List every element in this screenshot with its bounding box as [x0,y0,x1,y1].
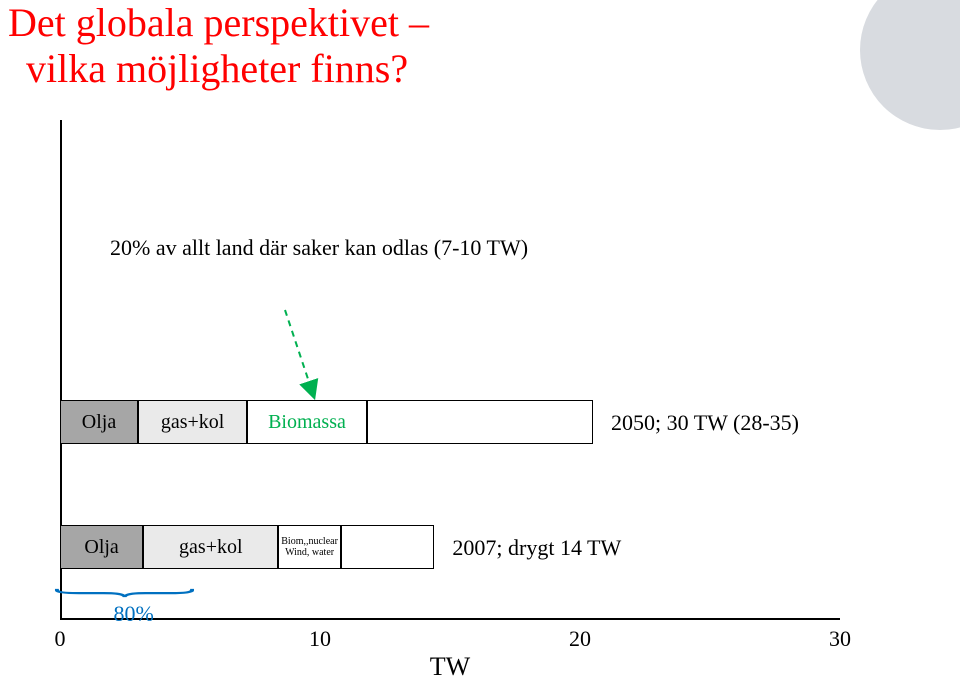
x-tick-30: 30 [829,626,851,652]
x-tick-0: 0 [55,626,66,652]
corner-decoration [860,0,960,130]
chart-plot-area: 20% av allt land där saker kan odlas (7-… [60,120,840,620]
title-line-2: vilka möjligheter finns? [8,46,408,91]
bar-2050-segment-rest [367,400,593,444]
bar-2050-segment-Olja: Olja [60,400,138,444]
x-tick-10: 10 [309,626,331,652]
bar-2007-segment-rest [341,525,435,569]
page-title: Det globala perspektivet – vilka möjligh… [8,0,429,92]
bar-2050-segment-gas+kol: gas+kol [138,400,247,444]
fossil-brace-label: 80% [114,601,154,627]
title-line-1: Det globala perspektivet – [8,0,429,45]
x-tick-20: 20 [569,626,591,652]
bar-2007-segment-Olja: Olja [60,525,143,569]
bar-2007-right-label: 2007; drygt 14 TW [452,535,621,561]
bar-2050-segment-Biomassa: Biomassa [247,400,367,444]
bar-2007-segment-gas+kol: gas+kol [143,525,278,569]
x-axis-title: TW [430,652,470,682]
bar-2050-right-label: 2050; 30 TW (28-35) [611,410,799,436]
fossil-brace: } [47,586,215,599]
bar-2007-segment-biom-nuclear: Biom,,nuclearWind, water [278,525,340,569]
